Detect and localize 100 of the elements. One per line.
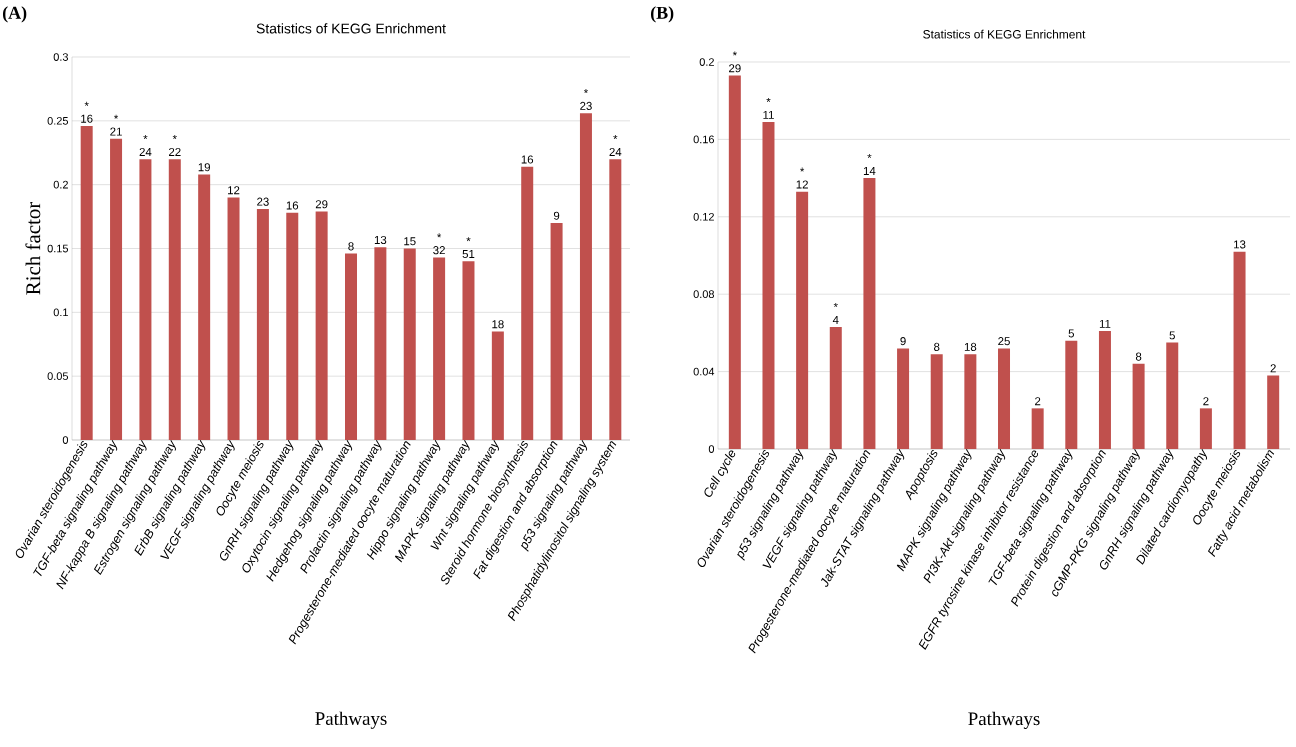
annotation: 8 [934, 342, 940, 351]
y-axis-title: Rich factor [25, 201, 41, 295]
bar [609, 159, 622, 440]
bar [1098, 330, 1111, 449]
y-tick-label: 0.12 [693, 212, 714, 221]
annotation: * [114, 114, 119, 119]
annotation: * [437, 233, 442, 238]
bar [345, 253, 357, 440]
bar [1166, 342, 1179, 449]
annotation: 9 [900, 337, 906, 346]
annotation: 11 [1099, 319, 1111, 328]
bar [491, 331, 504, 440]
annotation: * [800, 167, 805, 172]
y-tick-label: 0.1 [53, 308, 68, 317]
annotation: 2 [1203, 397, 1209, 406]
annotation: 12 [228, 186, 240, 195]
x-axis-title: Pathways [968, 711, 1040, 730]
y-tick-label: 0.3 [53, 53, 68, 61]
annotation: * [172, 135, 177, 140]
bar [1267, 375, 1280, 449]
bar [964, 354, 977, 449]
chart-title: Statistics of KEGG Enrichment [923, 29, 1086, 39]
bar [521, 166, 534, 440]
chart-title: Statistics of KEGG Enrichment [256, 23, 446, 34]
bar [256, 208, 269, 440]
annotation: 16 [81, 114, 93, 123]
bar [579, 113, 592, 440]
annotation: * [732, 51, 737, 56]
x-axis-title: Pathways [315, 711, 387, 729]
annotation: 25 [998, 337, 1010, 346]
text: (A) [2, 6, 27, 23]
annotation: 29 [729, 64, 741, 73]
annotation: 13 [374, 235, 387, 245]
bar [315, 211, 328, 440]
bar [930, 354, 943, 449]
bar [462, 261, 475, 440]
bar [110, 138, 123, 440]
y-tick-label: 0.2 [53, 180, 68, 189]
annotation: 24 [139, 147, 152, 156]
annotation: 8 [348, 242, 354, 251]
bar [403, 248, 416, 440]
annotation: * [84, 101, 89, 106]
bar [80, 125, 93, 440]
annotation: 8 [1135, 352, 1142, 361]
bar [1132, 363, 1145, 449]
bar [728, 75, 741, 449]
annotation: 4 [832, 316, 839, 324]
bar [286, 212, 299, 440]
annotation: * [583, 89, 588, 94]
y-tick-label: 0.04 [693, 367, 715, 376]
y-tick-label: 0 [708, 445, 715, 453]
annotation: 51 [462, 250, 475, 259]
text: (B) [650, 6, 674, 23]
bar [198, 174, 211, 440]
bar [227, 197, 240, 440]
bar [168, 159, 181, 440]
annotation: * [867, 154, 872, 159]
annotation: 29 [315, 200, 328, 209]
annotation: 23 [257, 197, 269, 206]
annotation: 18 [492, 320, 504, 329]
annotation: * [143, 135, 148, 140]
y-tick-label: 0.2 [699, 58, 714, 66]
bar [550, 222, 563, 440]
annotation: 2 [1035, 397, 1041, 406]
annotation: 14 [863, 167, 876, 175]
bar [796, 191, 809, 449]
annotation: * [466, 237, 471, 242]
annotation: 9 [553, 211, 560, 220]
bar [433, 257, 446, 440]
annotation: 15 [404, 237, 416, 246]
annotation: 11 [763, 110, 774, 119]
bar [863, 178, 876, 449]
y-tick-label: 0.16 [693, 135, 714, 144]
bar [762, 121, 775, 449]
annotation: 16 [521, 155, 534, 164]
annotation: 22 [169, 147, 181, 156]
annotation: 5 [1169, 331, 1175, 340]
y-tick-label: 0.08 [693, 290, 714, 299]
bar [1065, 340, 1078, 449]
y-tick-label: 0.15 [47, 244, 69, 253]
annotation: 5 [1068, 329, 1075, 338]
annotation: 18 [964, 342, 977, 351]
annotation: 16 [286, 201, 299, 210]
bar [1199, 408, 1212, 449]
annotation: 32 [433, 246, 445, 255]
bar [897, 348, 910, 449]
bar [374, 247, 387, 440]
annotation: 13 [1234, 240, 1246, 249]
annotation: * [833, 303, 838, 308]
bar [139, 159, 152, 440]
annotation: 24 [609, 147, 622, 156]
y-tick-label: 0.25 [47, 116, 69, 125]
annotation: 23 [580, 101, 592, 110]
y-tick-label: 0.05 [47, 372, 69, 381]
annotation: 21 [110, 127, 122, 136]
annotation: 19 [198, 163, 210, 172]
bar [1031, 408, 1044, 449]
annotation: * [766, 97, 771, 102]
bar [829, 327, 842, 449]
annotation: 2 [1270, 364, 1276, 373]
